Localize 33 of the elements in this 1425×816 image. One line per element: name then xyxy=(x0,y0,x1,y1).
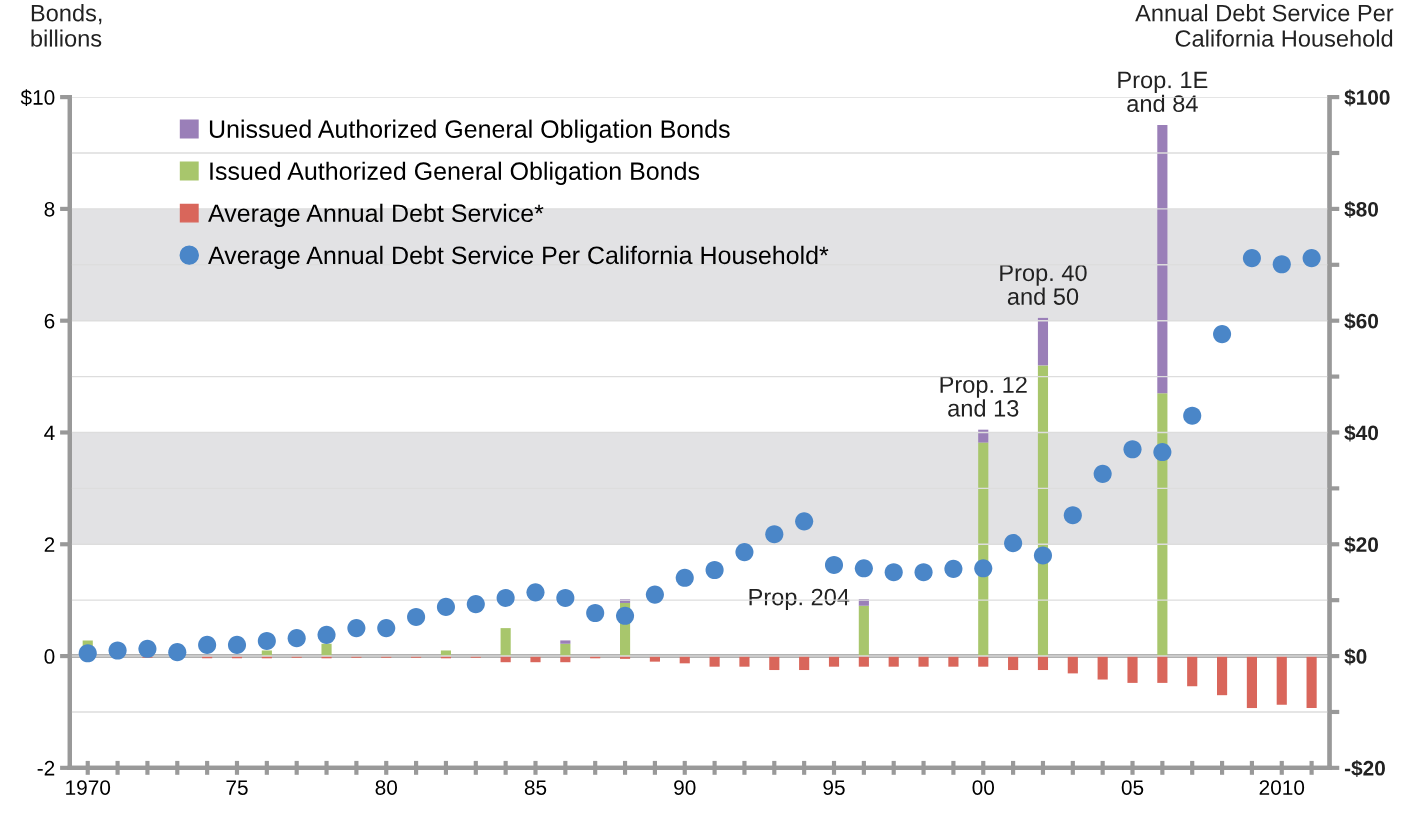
y2-tick-label: $40 xyxy=(1344,424,1379,442)
x-tick-label: 05 xyxy=(1121,780,1144,795)
y2-axis-title: Annual Debt Service Per California Household xyxy=(1135,4,1394,47)
y-tick-label: 0 xyxy=(44,649,55,664)
annotation: Prop. 40 and 50 xyxy=(1000,264,1087,305)
y-tick-label: 6 xyxy=(44,313,55,329)
annotation: Prop. 204 xyxy=(749,588,850,611)
x-tick-label: 90 xyxy=(674,780,696,795)
x-tick-label: 1970 xyxy=(66,780,111,795)
y-tick-label: $10 xyxy=(20,89,55,107)
y2-tick-label: $20 xyxy=(1344,536,1379,554)
y2-tick-label: -$20 xyxy=(1344,759,1385,777)
y2-tick-label: $0 xyxy=(1344,648,1367,666)
y2-tick-label: $80 xyxy=(1344,200,1379,218)
y-axis-title: Bonds, billions xyxy=(31,4,102,47)
x-tick-label: 00 xyxy=(972,780,995,795)
x-tick-label: 85 xyxy=(524,780,547,795)
annotation: Prop. 1E and 84 xyxy=(1118,71,1208,113)
x-tick-label: 80 xyxy=(375,780,398,795)
y-tick-label: -2 xyxy=(37,760,55,776)
legend-label: Average Annual Debt Service* xyxy=(208,203,544,228)
y2-tick-label: $100 xyxy=(1344,89,1390,107)
y-tick-label: 4 xyxy=(44,425,55,441)
x-tick-label: 75 xyxy=(226,780,248,795)
y2-tick-label: $60 xyxy=(1344,312,1379,330)
y-tick-label: 2 xyxy=(44,537,55,552)
y-tick-label: 8 xyxy=(44,201,55,217)
legend-label: Unissued Authorized General Obligation Bonds xyxy=(209,119,730,143)
annotation: Prop. 12 and 13 xyxy=(940,376,1027,417)
x-tick-label: 2010 xyxy=(1259,780,1305,795)
x-tick-label: 95 xyxy=(823,780,845,795)
legend-label: Issued Authorized General Obligation Bonds xyxy=(210,161,700,185)
legend-label: Average Annual Debt Service Per California Household* xyxy=(208,245,829,270)
